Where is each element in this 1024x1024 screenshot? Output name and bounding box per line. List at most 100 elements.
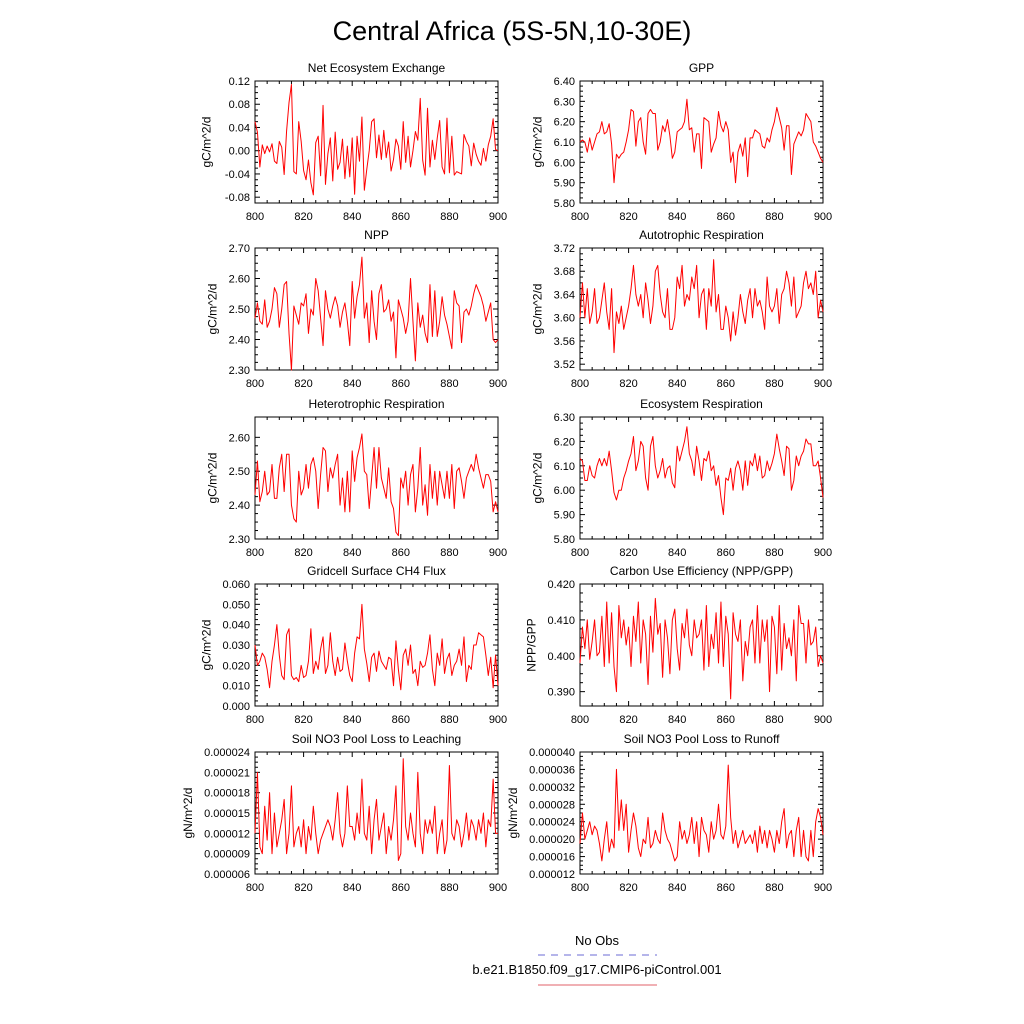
x-tick-label: 820: [619, 211, 637, 223]
legend-label-no-obs: No Obs: [575, 933, 620, 948]
x-tick-label: 900: [489, 882, 507, 894]
series-line: [254, 433, 499, 537]
x-tick-label: 820: [294, 211, 312, 223]
panel-carbon-use-efficiency-npp-gpp: Carbon Use Efficiency (NPP/GPP) 0.390 0.40…: [525, 564, 833, 726]
y-tick-label: -0.08: [225, 192, 250, 204]
panel-autotrophic-respiration: Autotrophic Respiration 3.52 3.56 3.60 3.64 3…: [531, 228, 833, 390]
y-tick-label: 5.80: [554, 198, 575, 210]
series-line: [254, 603, 499, 691]
y-tick-label: 0.000028: [529, 799, 575, 811]
y-axis-label: gN/m^2/d: [181, 788, 195, 839]
x-tick-label: 800: [246, 882, 264, 894]
y-tick-label: 6.00: [554, 157, 575, 169]
x-tick-label: 900: [814, 547, 832, 559]
x-tick-label: 820: [619, 378, 637, 390]
x-tick-label: 880: [765, 882, 783, 894]
y-tick-label: 6.30: [554, 96, 575, 108]
x-tick-label: 840: [668, 714, 686, 726]
y-tick-label: 0.000040: [529, 747, 575, 759]
y-tick-label: 0.000020: [529, 834, 575, 846]
series-line: [579, 764, 824, 862]
series-line: [254, 256, 499, 371]
y-tick-label: 6.10: [554, 461, 575, 473]
legend-label-model: b.e21.B1850.f09_g17.CMIP6-piControl.001: [472, 962, 721, 977]
x-tick-label: 840: [343, 378, 361, 390]
y-axis-label: gC/m^2/d: [200, 620, 214, 671]
plot-frame: [254, 583, 499, 707]
panel-npp: NPP 2.30 2.40 2.50 2.60 2.70 800 820 840 860 880 90…: [206, 228, 508, 390]
panel-title: Gridcell Surface CH4 Flux: [307, 564, 446, 578]
x-tick-label: 800: [246, 211, 264, 223]
panel-gpp: GPP 5.80 5.90 6.00 6.10 6.20 6.30 6.40 800 820 840…: [531, 61, 833, 223]
y-tick-label: 0.12: [229, 76, 250, 88]
x-tick-label: 840: [343, 211, 361, 223]
x-tick-label: 860: [717, 547, 735, 559]
y-tick-label: 0.04: [229, 122, 250, 134]
y-tick-label: 0.000015: [204, 808, 250, 820]
x-tick-label: 880: [440, 378, 458, 390]
x-tick-label: 820: [619, 547, 637, 559]
y-axis-label: gC/m^2/d: [206, 453, 220, 504]
y-axis-label: gC/m^2/d: [206, 284, 220, 335]
x-tick-label: 880: [765, 378, 783, 390]
y-tick-label: 6.20: [554, 436, 575, 448]
x-tick-label: 880: [440, 211, 458, 223]
plot-frame: [254, 247, 499, 371]
x-tick-label: 900: [489, 378, 507, 390]
y-tick-label: 3.56: [554, 336, 575, 348]
y-tick-label: 0.060: [222, 579, 250, 591]
y-tick-label: 2.30: [229, 534, 250, 546]
x-tick-label: 900: [489, 714, 507, 726]
panel-soil-no3-pool-loss-to-leaching: Soil NO3 Pool Loss to Leaching 0.000006 0.…: [181, 732, 507, 894]
y-tick-label: 0.000024: [529, 817, 575, 829]
x-tick-label: 900: [814, 714, 832, 726]
x-tick-label: 820: [294, 547, 312, 559]
x-tick-label: 880: [765, 211, 783, 223]
y-tick-label: 5.90: [554, 178, 575, 190]
x-tick-label: 860: [392, 211, 410, 223]
y-tick-label: 0.000: [222, 701, 250, 713]
panel-title: GPP: [689, 61, 714, 75]
y-tick-label: 0.000032: [529, 782, 575, 794]
x-tick-label: 860: [717, 714, 735, 726]
y-tick-label: 3.52: [554, 359, 575, 371]
x-tick-label: 880: [440, 714, 458, 726]
x-tick-label: 900: [489, 211, 507, 223]
y-tick-label: -0.04: [225, 169, 250, 181]
x-tick-label: 820: [619, 714, 637, 726]
x-tick-label: 860: [392, 547, 410, 559]
y-tick-label: 0.010: [222, 681, 250, 693]
panel-title: Heterotrophic Respiration: [308, 397, 444, 411]
y-axis-label: gN/m^2/d: [506, 788, 520, 839]
x-tick-label: 840: [343, 714, 361, 726]
x-tick-label: 840: [343, 882, 361, 894]
panel-soil-no3-pool-loss-to-runoff: Soil NO3 Pool Loss to Runoff 0.000012 0.00…: [506, 732, 832, 894]
plot-frame: [254, 751, 499, 875]
y-tick-label: 0.000009: [204, 849, 250, 861]
y-tick-label: 2.40: [229, 335, 250, 347]
x-tick-label: 820: [619, 882, 637, 894]
y-tick-label: 0.08: [229, 99, 250, 111]
x-tick-label: 820: [294, 882, 312, 894]
x-tick-label: 900: [814, 882, 832, 894]
panel-heterotrophic-respiration: Heterotrophic Respiration 2.30 2.40 2.50 2.6…: [206, 397, 508, 559]
series-line: [579, 259, 824, 354]
x-tick-label: 840: [668, 211, 686, 223]
y-tick-label: 0.000036: [529, 764, 575, 776]
series-line: [579, 98, 824, 184]
x-tick-label: 860: [392, 882, 410, 894]
y-tick-label: 6.30: [554, 412, 575, 424]
y-axis-label: gC/m^2/d: [200, 117, 214, 168]
y-tick-label: 2.70: [229, 243, 250, 255]
y-tick-label: 6.00: [554, 485, 575, 497]
panel-title: Carbon Use Efficiency (NPP/GPP): [610, 564, 793, 578]
y-tick-label: 0.000016: [529, 852, 575, 864]
x-tick-label: 900: [489, 547, 507, 559]
y-tick-label: 0.050: [222, 599, 250, 611]
y-tick-label: 3.60: [554, 313, 575, 325]
x-tick-label: 880: [765, 547, 783, 559]
y-tick-label: 0.000012: [204, 828, 250, 840]
figure-title: Central Africa (5S-5N,10-30E): [333, 16, 692, 46]
x-tick-label: 860: [392, 714, 410, 726]
y-tick-label: 0.000018: [204, 788, 250, 800]
